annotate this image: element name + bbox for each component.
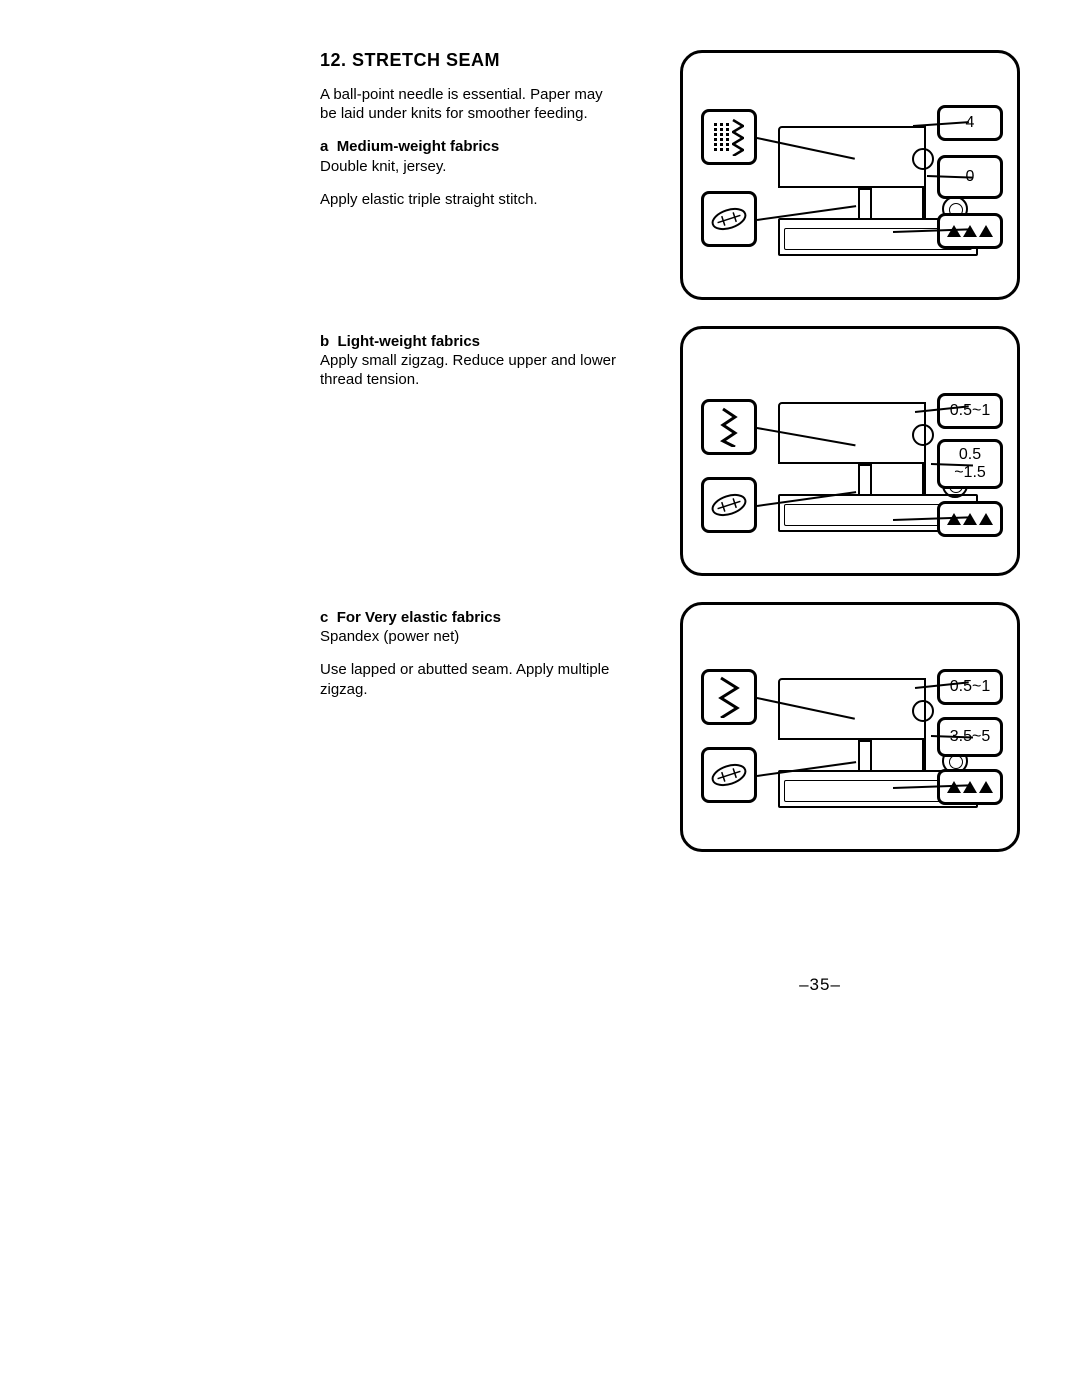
feed-dog-icon [947,513,993,525]
feed-dog-icon [947,781,993,793]
stitch-callout [701,399,757,455]
stitch-callout [701,109,757,165]
foot-callout [701,477,757,533]
setting-2a-val: 0.5 [959,446,981,464]
sub-b-label: Light-weight fabrics [338,333,481,350]
setting-2b-val: ~1.5 [954,464,986,482]
setting-3 [937,213,1003,249]
stitch-callout [701,669,757,725]
setting-3 [937,501,1003,537]
presser-foot-icon [706,486,753,525]
sub-c-key: c [320,609,328,626]
sub-c-label: For Very elastic fabrics [337,609,501,626]
text-col-c: c For Very elastic fabrics Spandex (powe… [60,602,620,852]
sub-c-body1: Spandex (power net) [320,628,459,645]
sub-b-body1: Apply small zigzag. Reduce upper and low… [320,352,616,388]
setting-1: 0.5~1 [937,393,1003,429]
sub-a-heading: a Medium-weight fabrics Double knit, jer… [320,137,620,175]
setting-1-val: 0.5~1 [950,402,990,420]
diagram-col-a: 4 0 [680,50,1020,300]
diagram-col-c: 0.5~1 3.5~5 [680,602,1020,852]
row-a: 12. STRETCH SEAM A ball-point needle is … [60,50,1020,300]
manual-page: 12. STRETCH SEAM A ball-point needle is … [0,0,1080,1397]
section-title: 12. STRETCH SEAM [320,50,620,71]
triple-straight-icon [714,118,744,156]
sub-a-body1: Double knit, jersey. [320,158,446,175]
sub-a-key: a [320,138,328,155]
presser-foot-icon [706,200,753,239]
diagram-b: 0.5~1 0.5 ~1.5 [680,326,1020,576]
setting-1-val: 0.5~1 [950,678,990,696]
sub-a-label: Medium-weight fabrics [337,138,500,155]
foot-callout [701,191,757,247]
presser-foot-icon [706,756,753,795]
text-col-a: 12. STRETCH SEAM A ball-point needle is … [60,50,620,300]
sub-c-heading: c For Very elastic fabrics Spandex (powe… [320,608,620,646]
foot-callout [701,747,757,803]
row-c: c For Very elastic fabrics Spandex (powe… [60,602,1020,852]
diagram-c: 0.5~1 3.5~5 [680,602,1020,852]
sub-b-key: b [320,333,329,350]
sub-b-heading: b Light-weight fabrics Apply small zigza… [320,332,620,390]
row-b: b Light-weight fabrics Apply small zigza… [60,326,1020,576]
page-number: –35– [0,975,1080,995]
diagram-a: 4 0 [680,50,1020,300]
intro-text: A ball-point needle is essential. Paper … [320,85,620,123]
setting-3 [937,769,1003,805]
small-zigzag-icon [719,407,739,447]
setting-1-val: 4 [966,114,975,132]
setting-1: 0.5~1 [937,669,1003,705]
text-col-b: b Light-weight fabrics Apply small zigza… [60,326,620,576]
sub-a-body2: Apply elastic triple straight stitch. [320,190,620,209]
sub-c-body2: Use lapped or abutted seam. Apply multip… [320,660,620,698]
feed-dog-icon [947,225,993,237]
multi-zigzag-icon [717,676,741,718]
diagram-col-b: 0.5~1 0.5 ~1.5 [680,326,1020,576]
